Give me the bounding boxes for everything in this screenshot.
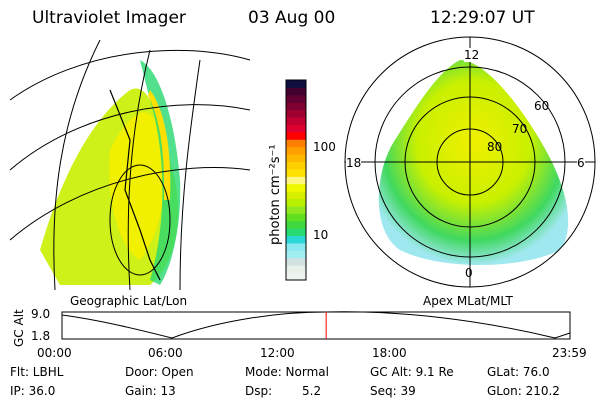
colorbar-swatch: [286, 80, 306, 88]
filter-status: Flt: LBHL: [10, 365, 64, 379]
door-status: Door: Open: [125, 365, 194, 379]
date-label: 03 Aug 00: [248, 8, 336, 28]
time-label: 12:29:07 UT: [430, 8, 535, 28]
gc-alt-status: GC Alt: 9.1 Re: [370, 365, 454, 379]
gain-status: Gain: 13: [125, 384, 176, 398]
colorbar-swatch: [286, 131, 306, 140]
mlt-12: 12: [464, 48, 480, 62]
ip-status: IP: 36.0: [10, 384, 56, 398]
colorbar-frame: [285, 79, 307, 281]
ytick-9: 9.0: [31, 307, 51, 321]
colorbar-swatch: [286, 257, 306, 266]
glat-status: GLat: 76.0: [487, 365, 550, 379]
mlt-0: 0: [465, 266, 473, 280]
colorbar-swatch: [286, 168, 306, 177]
colorbar-swatch: [286, 235, 306, 244]
polar-map: [344, 36, 596, 288]
glon-status: GLon: 210.2: [487, 384, 560, 398]
dsp-label: Dsp:: [245, 384, 273, 398]
colorbar-swatch: [286, 102, 306, 111]
lat-70: 70: [512, 122, 528, 136]
altitude-ylabel: GC Alt: [12, 309, 26, 347]
lat-60: 60: [534, 99, 550, 113]
xtick-2359: 23:59: [552, 346, 587, 360]
colorbar-tick-10: 10: [313, 228, 329, 242]
altitude-plot: [61, 311, 571, 340]
xtick-1200: 12:00: [260, 346, 295, 360]
right-map-label: Apex MLat/MLT: [423, 294, 513, 308]
colorbar-swatch: [286, 220, 306, 229]
seq-status: Seq: 39: [370, 384, 416, 398]
colorbar-swatch: [286, 265, 306, 274]
colorbar-swatch: [286, 213, 306, 222]
colorbar-swatch: [286, 109, 306, 118]
instrument-title: Ultraviolet Imager: [32, 8, 186, 28]
colorbar-swatch: [286, 124, 306, 133]
colorbar-swatch: [286, 272, 306, 281]
geographic-map: [9, 39, 251, 291]
ytick-1-8: 1.8: [31, 329, 51, 343]
mlt-18: 18: [346, 156, 362, 170]
colorbar-swatch: [286, 94, 306, 103]
colorbar-swatch: [286, 205, 306, 214]
colorbar-swatch: [286, 117, 306, 125]
colorbar: [285, 79, 307, 281]
colorbar-swatch: [286, 139, 306, 148]
xtick-0000: 00:00: [37, 346, 72, 360]
colorbar-swatch: [286, 191, 306, 200]
colorbar-swatch: [286, 228, 306, 237]
colorbar-swatch: [286, 242, 306, 251]
dsp-value: 5.2: [302, 384, 322, 398]
colorbar-tick-100: 100: [313, 140, 336, 154]
colorbar-swatch: [286, 161, 306, 170]
colorbar-swatch: [286, 183, 306, 192]
left-map-label: Geographic Lat/Lon: [70, 294, 188, 308]
xtick-1800: 18:00: [372, 346, 407, 360]
colorbar-swatch: [286, 146, 306, 155]
colorbar-swatch: [286, 87, 306, 96]
colorbar-label: photon cm⁻²s⁻¹: [268, 144, 283, 245]
lat-80: 80: [487, 140, 503, 154]
colorbar-swatch: [286, 176, 306, 185]
colorbar-swatch: [286, 198, 306, 207]
colorbar-swatch: [286, 154, 306, 162]
mlt-6: 6: [577, 156, 585, 170]
colorbar-swatch: [286, 250, 306, 259]
xtick-0600: 06:00: [148, 346, 183, 360]
mode-status: Mode: Normal: [245, 365, 329, 379]
